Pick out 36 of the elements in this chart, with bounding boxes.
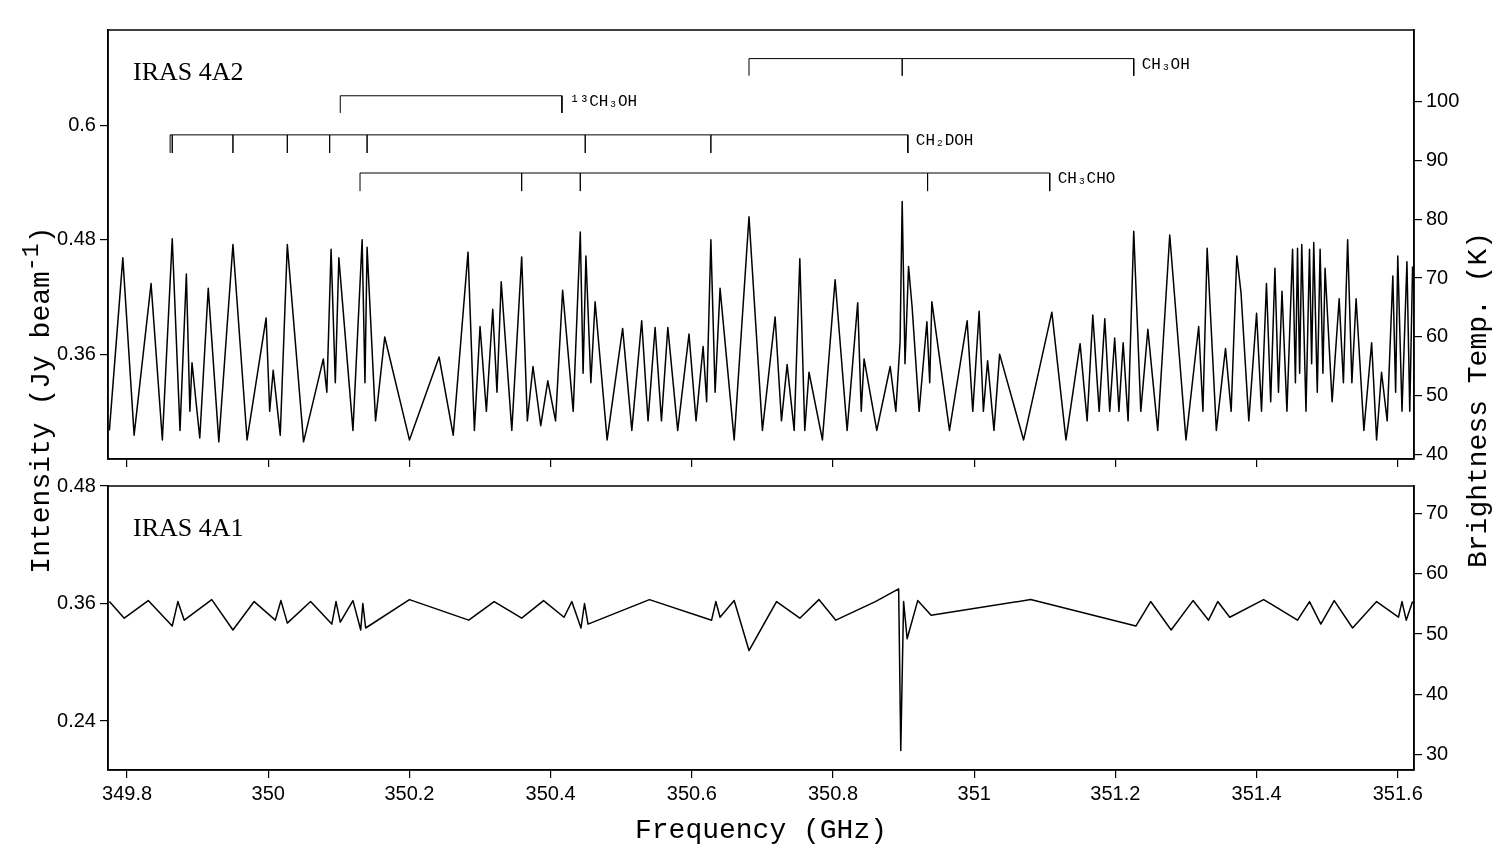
series-label: ¹³CH₃OH [569,93,638,112]
x-tick-label: 350.4 [525,781,576,804]
y2-tick-label: 70 [1426,265,1449,288]
y-tick-label: 0.48 [57,227,96,250]
y2-tick-label: 70 [1426,500,1449,523]
y2-tick-label: 80 [1426,206,1449,229]
x-tick-label: 349.8 [102,781,153,804]
x-axis-title: Frequency (GHz) [634,814,888,846]
y-tick-label: 0.24 [57,708,96,731]
y2-tick-label: 50 [1426,621,1449,644]
y2-tick-label: 100 [1426,89,1460,112]
y2-tick-label: 40 [1426,441,1449,464]
x-tick-label: 350.8 [807,781,859,804]
x-tick-label: 350.6 [666,781,717,804]
series-label: CH₃OH [1141,55,1190,74]
x-tick-label: 351.6 [1372,781,1423,804]
y2-tick-label: 50 [1426,383,1449,406]
x-tick-label: 351.2 [1090,781,1141,804]
x-tick-label: 351 [957,781,991,804]
x-tick-label: 351.4 [1231,781,1282,804]
y2-tick-label: 60 [1426,324,1449,347]
series-label: CH₂DOH [915,132,974,151]
text: IRAS 4A1 [133,513,244,542]
x-tick-label: 350.2 [384,781,435,804]
y2-tick-label: 90 [1426,147,1449,170]
y-tick-label: 0.36 [57,591,96,614]
y-tick-label: 0.6 [68,112,96,135]
y2-axis-title: Brightness Temp. (K) [1462,231,1494,569]
series-label: CH₃CHO [1057,170,1116,189]
y2-tick-label: 60 [1426,561,1449,584]
y2-tick-label: 40 [1426,681,1449,704]
text: IRAS 4A2 [133,57,244,86]
y2-tick-label: 30 [1426,742,1449,765]
x-tick-label: 350 [251,781,285,804]
y-tick-label: 0.36 [57,341,96,364]
y-tick-label: 0.48 [57,473,96,496]
